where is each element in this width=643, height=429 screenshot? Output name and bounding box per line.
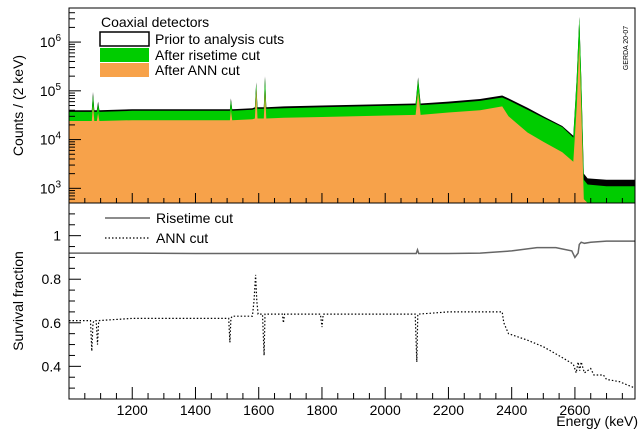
legend-label-prior: Prior to analysis cuts <box>155 31 284 47</box>
series-area-2 <box>69 42 635 203</box>
survival-panel: 0.4 0.6 0.8 1 1200 1400 1600 1800 2000 2200 2400 26… <box>10 202 638 429</box>
survival-axes: 0.4 0.6 0.8 1 1200 1400 1600 1800 2000 2200 2400 26… <box>42 213 623 418</box>
survival-line-0 <box>69 240 635 259</box>
gerda-annotation: GERDA 20-07 <box>623 26 630 70</box>
energy-tick-label: 1400 <box>180 402 211 418</box>
survival-tick-label: 0.6 <box>42 315 62 331</box>
legend-label-ann: After ANN cut <box>155 62 240 78</box>
survival-frame <box>68 202 636 400</box>
survival-tick-label: 0.4 <box>42 358 62 374</box>
survival-tick-label: 1 <box>53 228 61 244</box>
counts-legend: Coaxial detectors Prior to analysis cuts… <box>99 14 284 78</box>
counts-y-axis: 103 104 105 106 <box>40 7 623 204</box>
legend-title: Coaxial detectors <box>101 14 209 30</box>
counts-tick-label: 104 <box>40 131 62 148</box>
counts-tick-label: 103 <box>40 179 62 196</box>
legend-swatch-ann <box>100 63 149 77</box>
survival-axis-label: Survival fraction <box>10 251 26 351</box>
survival-lines <box>69 240 636 389</box>
energy-tick-label: 2200 <box>433 402 464 418</box>
energy-tick-label: 1200 <box>117 402 148 418</box>
counts-tick-label: 106 <box>40 33 62 50</box>
counts-tick-label: 105 <box>40 82 62 99</box>
legend-swatch-prior <box>99 31 150 47</box>
legend-swatch-risetime <box>100 48 149 62</box>
energy-tick-label: 2600 <box>559 402 590 418</box>
energy-axis-label: Energy (keV) <box>556 413 638 429</box>
survival-legend: Risetime cut ANN cut <box>105 210 233 246</box>
spectrum-fills <box>69 16 635 204</box>
legend-label-ann-cut: ANN cut <box>156 230 208 246</box>
energy-tick-label: 1800 <box>306 402 337 418</box>
legend-label-risetime: After risetime cut <box>155 47 260 63</box>
energy-tick-label: 2000 <box>370 402 401 418</box>
legend-label-risetime-cut: Risetime cut <box>156 210 233 226</box>
energy-tick-label: 2400 <box>496 402 527 418</box>
survival-tick-label: 0.8 <box>42 271 62 287</box>
counts-axis-label: Counts / (2 keV) <box>10 55 26 156</box>
counts-panel: 103 104 105 106 Counts / (2 keV) Coaxial de… <box>10 7 636 204</box>
energy-tick-label: 1600 <box>243 402 274 418</box>
survival-line-1 <box>69 274 636 389</box>
